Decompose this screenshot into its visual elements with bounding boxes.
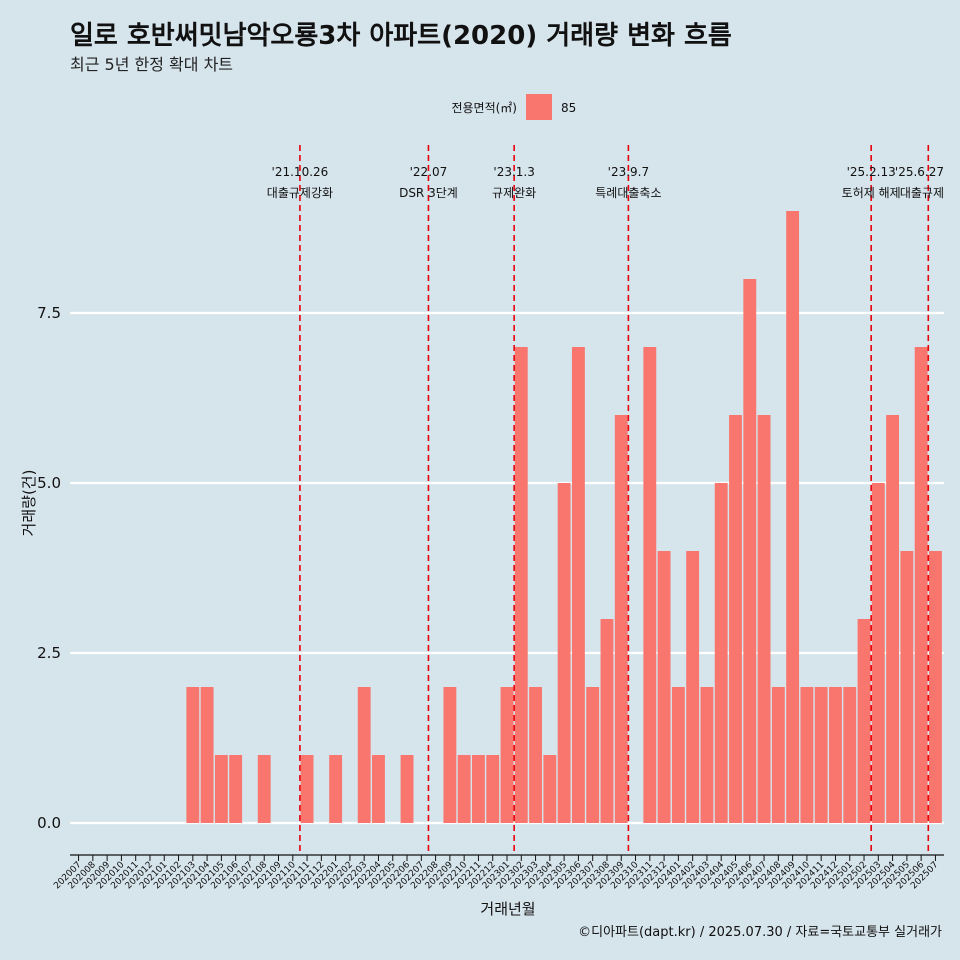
event-markers: '21.10.26 대출규제강화 '22.07 DSR 3단계 '23.1.3 규제완화 '… [267,145,944,855]
legend-swatch-85 [526,94,552,120]
bar-202406 [743,279,757,823]
bar-202306 [571,347,585,823]
bar-202405 [729,415,742,823]
event-date-label: '22.07 [410,165,448,179]
bar-202503 [871,483,885,823]
bar-202507 [929,551,942,823]
bar-202410 [800,687,814,823]
bar-202301 [500,687,514,823]
bar-202504 [886,415,900,823]
y-tick-labels: 0.0 2.5 5.0 7.5 [37,304,61,832]
chart-subtitle: 최근 5년 한정 확대 차트 [70,55,233,74]
bar-202308 [600,619,614,823]
event-date-label: '25.2.13 [847,165,896,179]
bar-202209 [443,687,457,823]
bar-202307 [586,687,600,823]
bar-202201 [329,755,343,823]
chart-title: 일로 호반써밋남악오룡3차 아파트(2020) 거래량 변화 흐름 [70,21,732,51]
bar-202402 [686,551,700,823]
bar-202206 [400,755,414,823]
legend-title: 전용면적(㎡) [451,101,517,115]
bar-202409 [786,211,800,823]
bar-202105 [214,755,228,823]
bar-202211 [472,755,485,823]
bar-202404 [714,483,728,823]
event-desc-label: DSR 3단계 [399,186,458,200]
bar-202210 [457,755,471,823]
bar-202111 [300,755,314,823]
bar-202203 [357,687,371,823]
bar-202305 [557,483,571,823]
bar-202204 [372,755,385,823]
bar-202403 [700,687,714,823]
bar-202312 [657,551,671,823]
legend: 전용면적(㎡) 85 [451,94,576,120]
event-desc-label: 대출규제강화 [267,186,333,200]
y-tick-label: 5.0 [37,474,61,492]
y-tick-label: 0.0 [37,814,61,832]
event-desc-label: 토허제 해제 [842,186,901,200]
bar-202304 [543,755,557,823]
bar-202212 [486,755,500,823]
bar-202501 [843,687,857,823]
x-axis-title: 거래년월 [480,900,535,918]
legend-label-85: 85 [561,101,576,115]
bar-202311 [643,347,657,823]
bar-202407 [757,415,771,823]
bar-202505 [900,551,914,823]
bar-202302 [514,347,528,823]
event-date-label: '25.6.27 [895,165,944,179]
y-tick-label: 7.5 [37,304,61,322]
bar-202104 [200,687,214,823]
bar-202506 [914,347,928,823]
bar-202309 [614,415,628,823]
event-desc-label: 대출규제 [900,186,944,200]
bars [186,211,942,823]
event-desc-label: 규제완화 [492,186,536,200]
bar-202411 [814,687,828,823]
bar-202106 [229,755,243,823]
bar-202412 [829,687,842,823]
bar-202303 [529,687,542,823]
bar-202502 [857,619,871,823]
bar-202108 [257,755,271,823]
source-caption: ©디아파트(dapt.kr) / 2025.07.30 / 자료=국토교통부 실… [578,925,942,940]
y-tick-label: 2.5 [37,644,61,662]
bar-202401 [671,687,685,823]
y-axis-title: 거래량(건) [20,470,38,537]
x-axis: 2020072020082020092020102020112020122021… [52,854,944,891]
bar-202103 [186,687,200,823]
event-date-label: '23.1.3 [493,165,534,179]
event-desc-label: 특례대출축소 [595,186,661,200]
event-date-label: '23.9.7 [608,165,649,179]
event-date-label: '21.10.26 [272,165,329,179]
bar-202408 [771,687,785,823]
